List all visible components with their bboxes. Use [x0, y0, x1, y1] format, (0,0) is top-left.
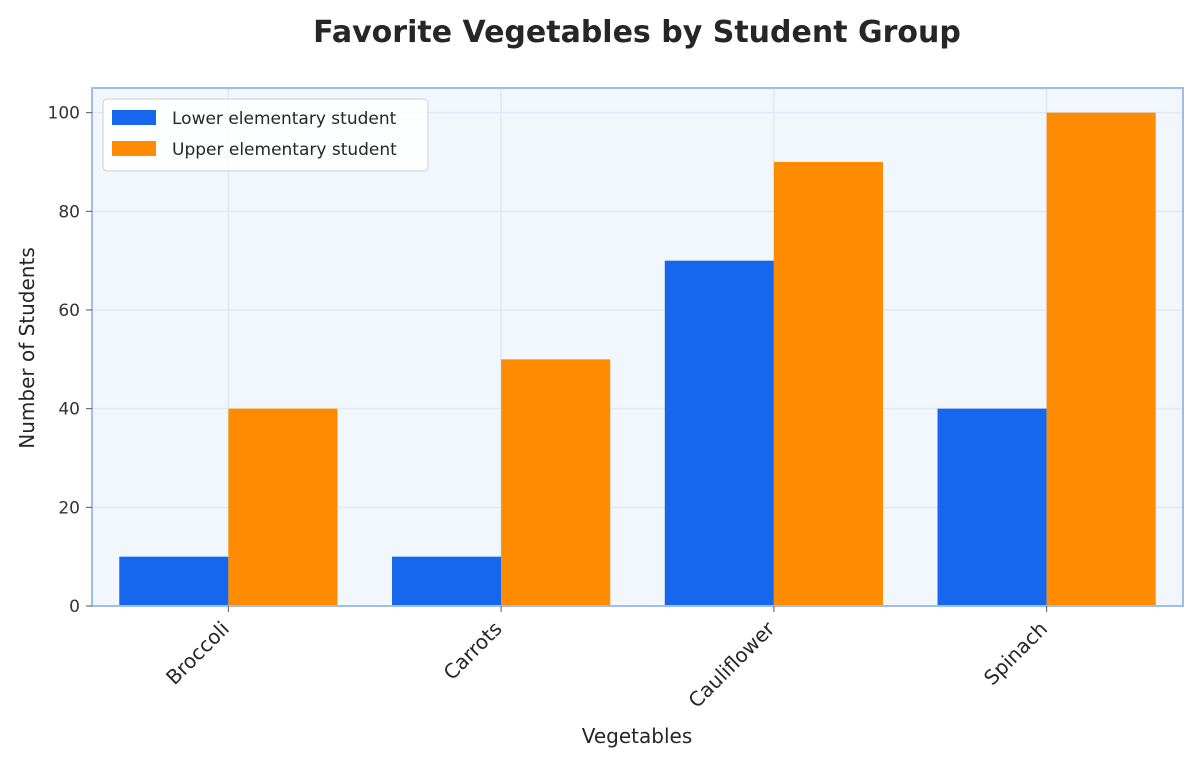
- bars-group: [119, 112, 1156, 607]
- bar-lower-cauliflower: [664, 260, 774, 606]
- legend-swatch: [112, 110, 156, 125]
- x-tick-label-cauliflower: Cauliflower: [683, 616, 780, 713]
- x-tick-label-spinach: Spinach: [979, 617, 1052, 690]
- bar-upper-cauliflower: [773, 162, 883, 606]
- bar-upper-spinach: [1046, 112, 1156, 607]
- y-tick-label: 20: [58, 498, 80, 518]
- legend-label: Upper elementary student: [172, 140, 397, 160]
- y-tick-label: 0: [69, 597, 80, 617]
- y-axis-ticks: 0 20 40 60 80 100: [48, 104, 92, 617]
- bar-upper-broccoli: [228, 408, 338, 606]
- x-axis-ticks: Broccoli Carrots Cauliflower Spinach: [161, 606, 1052, 713]
- plot-border: [91, 87, 1184, 607]
- bar-upper-carrots: [501, 359, 611, 606]
- x-tick-label-carrots: Carrots: [439, 617, 507, 685]
- y-axis-label: Number of Students: [15, 247, 39, 448]
- legend-swatch: [112, 141, 156, 156]
- chart-title: Favorite Vegetables by Student Group: [313, 15, 961, 50]
- legend-box: [102, 98, 429, 172]
- bar-lower-carrots: [392, 556, 502, 606]
- y-tick-label: 40: [58, 400, 80, 420]
- x-axis-label: Vegetables: [582, 724, 693, 748]
- legend-label: Lower elementary student: [172, 109, 397, 129]
- bar-lower-spinach: [937, 408, 1047, 606]
- y-tick-label: 60: [58, 301, 80, 321]
- legend: Lower elementary student Upper elementary…: [102, 98, 429, 172]
- y-tick-label: 80: [58, 202, 80, 222]
- bar-lower-broccoli: [119, 556, 229, 606]
- y-tick-label: 100: [48, 104, 80, 124]
- x-tick-label-broccoli: Broccoli: [161, 617, 234, 690]
